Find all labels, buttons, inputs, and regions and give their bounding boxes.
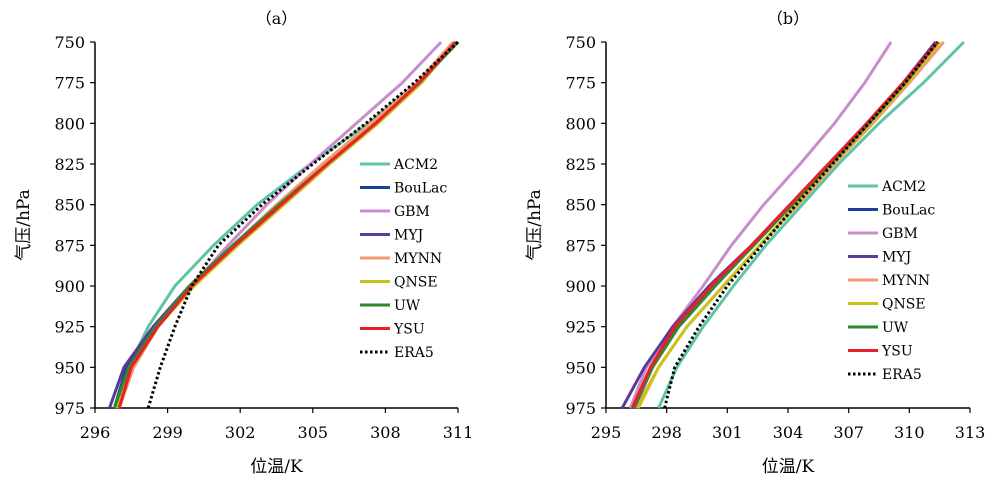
legend-label: UW: [882, 320, 909, 336]
legend-label: UW: [394, 298, 421, 314]
x-tick-label: 304: [773, 423, 804, 442]
x-tick-label: 307: [833, 423, 864, 442]
legend-label: MYNN: [882, 273, 930, 289]
x-tick-label: 298: [651, 423, 682, 442]
y-tick-label: 850: [54, 196, 85, 215]
y-tick-label: 975: [54, 399, 85, 418]
x-tick-label: 310: [894, 423, 925, 442]
y-tick-label: 800: [565, 114, 596, 133]
y-axis-label: 气压/hPa: [525, 189, 545, 261]
y-tick-label: 775: [54, 74, 85, 93]
x-tick-label: 299: [152, 423, 183, 442]
chart-panel-a: （a） 750 775 800 825 850 875 900 925 950 975 296 299 3…: [14, 9, 473, 477]
series-line-ysu: [117, 41, 457, 409]
legend-label: BouLac: [394, 181, 447, 197]
legend: ACM2 BouLac GBM MYJ MYNN QNSE UW YSU ERA5: [848, 179, 935, 383]
y-tick-label: 850: [565, 196, 596, 215]
x-tick-label: 301: [712, 423, 743, 442]
y-tick-label: 900: [54, 277, 85, 296]
y-tick-label: 900: [565, 277, 596, 296]
legend-label: QNSE: [394, 275, 438, 291]
y-tick-label: 825: [54, 155, 85, 174]
legend: ACM2 BouLac GBM MYJ MYNN QNSE UW YSU ERA5: [360, 157, 447, 361]
y-tick-label: 925: [565, 318, 596, 337]
y-tick-label: 825: [565, 155, 596, 174]
y-tick-label: 950: [565, 358, 596, 377]
legend-label: YSU: [393, 322, 425, 338]
y-tick-label: 875: [54, 236, 85, 255]
legend-label: ACM2: [393, 157, 438, 173]
y-tick-label: 750: [54, 33, 85, 52]
legend-label: MYJ: [882, 250, 911, 266]
series-line-acm2: [657, 40, 965, 409]
panel-title-a: （a）: [256, 9, 298, 28]
legend-label: MYNN: [394, 251, 442, 267]
y-tick-label: 800: [54, 114, 85, 133]
series-line-era5: [146, 40, 460, 409]
chart-panel-b: （b） 750 775 800 825 850 875 900 925 950 975 295 298 3…: [525, 9, 985, 477]
legend-label: ERA5: [882, 367, 922, 383]
legend-label: QNSE: [882, 297, 926, 313]
y-tick-label: 950: [54, 358, 85, 377]
y-axis-label: 气压/hPa: [14, 189, 34, 261]
legend-label: GBM: [882, 226, 918, 242]
legend-label: MYJ: [394, 228, 423, 244]
x-tick-label: 305: [298, 423, 329, 442]
x-axis-label: 位温/K: [762, 457, 815, 477]
x-tick-label: 296: [80, 423, 111, 442]
y-tick-label: 975: [565, 399, 596, 418]
y-tick-label: 750: [565, 33, 596, 52]
legend-label: YSU: [881, 344, 913, 360]
x-tick-label: 295: [591, 423, 622, 442]
y-tick-label: 775: [565, 74, 596, 93]
legend-label: GBM: [394, 204, 430, 220]
legend-label: ACM2: [881, 179, 926, 195]
x-tick-label: 308: [370, 423, 401, 442]
series-line-era5: [663, 41, 939, 409]
x-tick-label: 313: [955, 423, 986, 442]
legend-label: BouLac: [882, 203, 935, 219]
x-tick-label: 302: [225, 423, 256, 442]
legend-label: ERA5: [394, 345, 434, 361]
x-axis-label: 位温/K: [250, 457, 303, 477]
x-tick-label: 311: [443, 423, 474, 442]
y-tick-label: 875: [565, 236, 596, 255]
y-tick-label: 925: [54, 318, 85, 337]
panel-title-b: （b）: [767, 9, 809, 28]
series-line-gbm: [115, 40, 443, 409]
